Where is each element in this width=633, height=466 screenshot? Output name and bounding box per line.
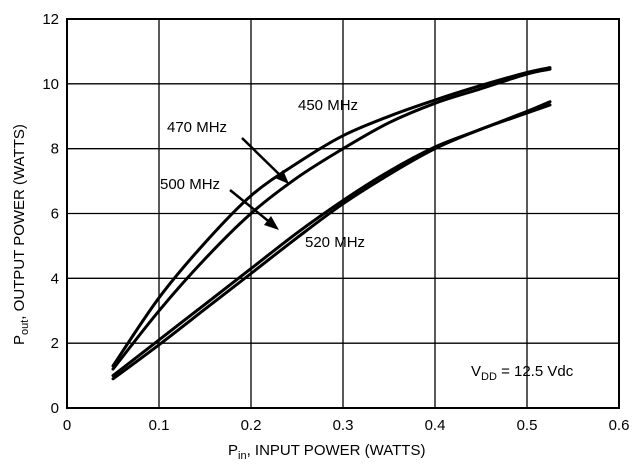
x-tick-label: 0.2: [241, 417, 262, 434]
y-tick-label: 2: [51, 335, 59, 352]
x-tick-label: 0.1: [149, 417, 170, 434]
series-line-450-mhz: [111, 67, 552, 371]
series-group: [111, 66, 552, 381]
y-tick-label: 6: [51, 206, 59, 223]
x-tick-label: 0.4: [425, 417, 446, 434]
y-tick-label: 8: [51, 141, 59, 158]
series-line-520-mhz: [111, 103, 552, 381]
y-tick-label: 0: [51, 400, 59, 417]
annotations: 450 MHz 470 MHz 500 MHz 520 MHz VDD = 12…: [160, 97, 574, 383]
y-tick-label: 4: [51, 270, 59, 287]
grid: [67, 19, 619, 408]
arrowhead-500: [264, 216, 279, 230]
x-tick-labels: 0 0.1 0.2 0.3 0.4 0.5 0.6: [63, 417, 630, 434]
vdd-annotation: VDD = 12.5 Vdc: [471, 363, 574, 383]
leader-arrow-470: [241, 137, 284, 179]
plot-frame: [66, 18, 620, 409]
x-tick-label: 0.5: [517, 417, 538, 434]
y-axis-title: Pout, OUTPUT POWER (WATTS): [11, 124, 31, 345]
series-label-470: 470 MHz: [167, 119, 227, 136]
series-label-500: 500 MHz: [160, 176, 220, 193]
x-tick-label: 0.3: [333, 417, 354, 434]
x-tick-label: 0.6: [609, 417, 630, 434]
y-tick-labels: 0 2 4 6 8 10 12: [42, 11, 59, 417]
arrowhead-470: [275, 170, 289, 184]
leader-arrow-500: [229, 189, 273, 225]
y-tick-label: 10: [42, 76, 59, 93]
series-label-520: 520 MHz: [305, 234, 365, 251]
y-tick-label: 12: [42, 11, 59, 28]
series-label-450: 450 MHz: [298, 97, 358, 114]
series-line-470-mhz: [111, 66, 552, 368]
x-tick-label: 0: [63, 417, 71, 434]
x-axis-title: Pin, INPUT POWER (WATTS): [228, 442, 425, 462]
